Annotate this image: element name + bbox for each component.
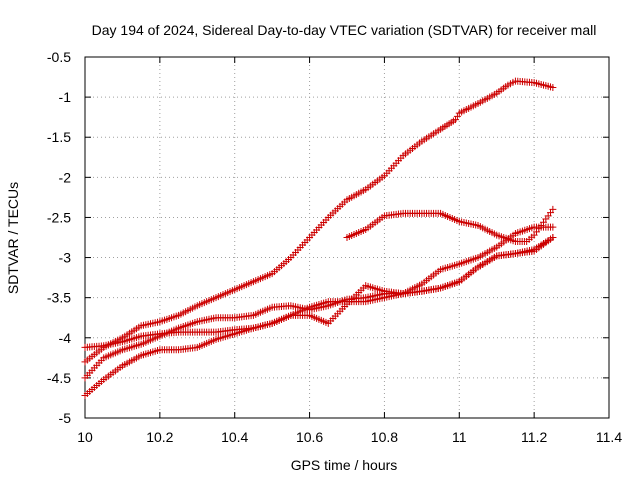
x-tick-label: 10.2 bbox=[146, 429, 173, 445]
x-tick-label: 11 bbox=[452, 429, 467, 445]
y-tick-label: -4.5 bbox=[47, 370, 71, 386]
y-tick-label: -3 bbox=[59, 250, 72, 266]
y-tick-label: -1.5 bbox=[47, 129, 71, 145]
y-tick-label: -4 bbox=[59, 330, 72, 346]
x-tick-label: 10 bbox=[77, 429, 93, 445]
data-point bbox=[549, 83, 557, 91]
series-satellite-e bbox=[343, 205, 557, 246]
x-axis-label: GPS time / hours bbox=[291, 457, 398, 473]
x-tick-label: 11.2 bbox=[521, 429, 547, 445]
series-layer bbox=[81, 77, 557, 400]
data-point bbox=[549, 234, 557, 241]
data-point bbox=[549, 205, 557, 213]
plot-frame bbox=[84, 56, 610, 419]
y-tick-label: -3.5 bbox=[47, 290, 71, 306]
y-tick-label: -2 bbox=[59, 169, 72, 185]
y-tick-label: -0.5 bbox=[47, 49, 71, 65]
y-tick-label: -2.5 bbox=[47, 209, 71, 225]
axis-ticks: 10 10.2 10.4 10.6 10.8 11 11.2 11.4 -0.5 -1 -1.5 -2… bbox=[47, 49, 622, 445]
data-point bbox=[549, 223, 557, 231]
y-axis-label: SDTVAR / TECUs bbox=[5, 182, 21, 294]
chart-title: Day 194 of 2024, Sidereal Day-to-day VTE… bbox=[92, 22, 597, 38]
series-satellite-d bbox=[81, 234, 557, 400]
x-tick-label: 10.6 bbox=[296, 429, 323, 445]
x-tick-label: 11.4 bbox=[596, 429, 622, 445]
series-satellite-a bbox=[81, 77, 557, 366]
y-tick-label: -5 bbox=[59, 410, 72, 426]
data-point bbox=[453, 112, 461, 120]
x-tick-label: 10.8 bbox=[371, 429, 398, 445]
x-tick-label: 10.4 bbox=[221, 429, 248, 445]
y-tick-label: -1 bbox=[59, 89, 72, 105]
